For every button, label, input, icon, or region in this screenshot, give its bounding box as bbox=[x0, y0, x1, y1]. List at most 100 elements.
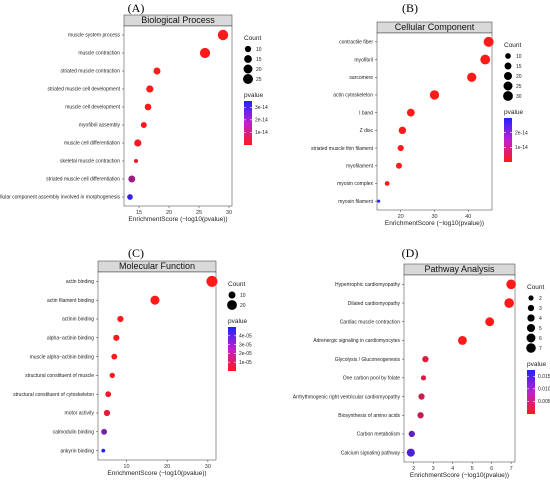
legend-size-title: Count bbox=[244, 35, 262, 42]
data-point bbox=[485, 317, 495, 327]
category-label: skeletal muscle contraction bbox=[60, 159, 120, 165]
category-label: striated muscle contraction bbox=[61, 69, 121, 75]
legend-color-title: pvalue bbox=[504, 109, 524, 116]
legend-size-label: 3 bbox=[539, 306, 542, 312]
category-label: muscle cell development bbox=[65, 105, 120, 111]
data-point bbox=[418, 393, 425, 400]
category-label: sarcomere bbox=[349, 75, 373, 81]
x-tick-label: 4 bbox=[451, 466, 454, 472]
data-point bbox=[117, 315, 124, 323]
colorbar-label: 1e-14 bbox=[515, 145, 528, 151]
legend-size-point bbox=[527, 304, 535, 312]
legend-size-point bbox=[503, 81, 513, 91]
x-tick-label: 40 bbox=[465, 214, 471, 220]
panel-title: Cellular Component bbox=[395, 22, 475, 32]
panel-title: Molecular Function bbox=[119, 261, 195, 271]
data-point bbox=[457, 336, 467, 345]
legend-size-point bbox=[228, 291, 236, 299]
category-label: Dilated cardiomyopathy bbox=[348, 301, 401, 307]
legend-size-label: 25 bbox=[516, 84, 522, 90]
pvalue-colorbar bbox=[527, 370, 535, 414]
data-point bbox=[101, 428, 108, 435]
category-label: actin cytoskeleton bbox=[333, 93, 373, 99]
legend-color-title: pvalue bbox=[527, 361, 547, 368]
legend-size-point bbox=[227, 300, 237, 310]
legend-size-label: 20 bbox=[240, 303, 246, 309]
data-point bbox=[150, 295, 160, 305]
data-point bbox=[140, 121, 147, 129]
data-point bbox=[133, 158, 139, 164]
category-label: calmodulin binding bbox=[53, 430, 95, 436]
category-label: striated muscle thin filament bbox=[311, 146, 374, 152]
x-tick-label: 20 bbox=[164, 464, 170, 470]
legend-size-label: 5 bbox=[539, 326, 542, 332]
data-point bbox=[153, 67, 161, 75]
x-axis-label: EnrichmentScore (−log10(pvalue)) bbox=[385, 220, 484, 227]
legend-size-point bbox=[244, 45, 252, 53]
category-label: contractile fiber bbox=[339, 40, 373, 46]
colorbar-label: 4e-05 bbox=[239, 334, 252, 340]
legend-size-label: 25 bbox=[256, 77, 262, 83]
category-label: Hypertrophic cardiomyopathy bbox=[335, 282, 401, 288]
colorbar-label: 2e-05 bbox=[239, 351, 252, 357]
category-label: muscle system process bbox=[68, 33, 120, 39]
panel-label: (C) bbox=[128, 246, 144, 260]
legend-size-point bbox=[503, 71, 513, 81]
data-point bbox=[417, 412, 424, 419]
category-label: myosin filament bbox=[338, 199, 373, 205]
category-label: One carbon pool by folate bbox=[343, 376, 400, 382]
category-label: myofibril assembly bbox=[79, 123, 121, 129]
category-label: Arrhythmogenic right ventricular cardiom… bbox=[293, 394, 401, 400]
legend-color-title: pvalue bbox=[228, 318, 248, 325]
colorbar-label: 0.010 bbox=[538, 387, 550, 393]
data-point bbox=[377, 199, 381, 203]
data-point bbox=[504, 298, 514, 308]
data-point bbox=[217, 29, 229, 41]
plot-area bbox=[403, 274, 516, 463]
panel-molecular-function: (C)Molecular Function 10 20 30EnrichmentSco… bbox=[13, 246, 252, 477]
data-point bbox=[105, 391, 112, 398]
data-point bbox=[111, 353, 118, 360]
legend-size-point bbox=[528, 295, 534, 301]
data-point bbox=[109, 372, 115, 379]
category-label: striated muscle cell development bbox=[47, 87, 120, 93]
legend-size-label: 15 bbox=[516, 64, 522, 70]
data-point bbox=[506, 279, 516, 290]
legend-size-label: 10 bbox=[516, 54, 522, 60]
legend-size-label: 10 bbox=[256, 47, 262, 53]
x-tick-label: 10 bbox=[123, 464, 129, 470]
data-point bbox=[422, 356, 429, 363]
category-label: striated muscle cell differentiation bbox=[46, 177, 120, 183]
x-tick-label: 15 bbox=[136, 210, 142, 216]
legend-size-title: Count bbox=[527, 284, 545, 291]
category-label: motor activity bbox=[65, 411, 95, 417]
colorbar-label: 1e-05 bbox=[239, 360, 252, 366]
colorbar-label: 2e-14 bbox=[515, 130, 528, 136]
data-point bbox=[429, 90, 440, 100]
legend-size-point bbox=[527, 314, 535, 322]
legend-size-point bbox=[505, 53, 511, 59]
category-label: Calcium signaling pathway bbox=[341, 450, 401, 456]
colorbar-label: 3e-05 bbox=[239, 342, 252, 348]
legend-size-point bbox=[242, 73, 254, 85]
category-label: actinin binding bbox=[62, 317, 94, 323]
data-point bbox=[406, 108, 415, 117]
plot-area bbox=[123, 25, 233, 207]
x-tick-label: 3 bbox=[432, 466, 435, 472]
pvalue-colorbar bbox=[228, 327, 236, 371]
legend-size-point bbox=[244, 55, 252, 63]
category-label: Cardiac muscle contraction bbox=[340, 319, 401, 325]
data-point bbox=[103, 409, 111, 417]
category-label: cellular component assembly involved in … bbox=[0, 195, 120, 201]
data-point bbox=[199, 47, 211, 59]
category-label: myosin complex bbox=[337, 181, 373, 187]
category-label: muscle cell differentiation bbox=[64, 141, 120, 147]
legend-size-label: 6 bbox=[539, 336, 542, 342]
legend-size-title: Count bbox=[228, 281, 246, 288]
legend-size-label: 15 bbox=[256, 57, 262, 63]
data-point bbox=[467, 72, 477, 82]
category-label: Adrenergic signaling in cardiomyocytes bbox=[313, 338, 400, 344]
legend-size-point bbox=[504, 62, 512, 70]
